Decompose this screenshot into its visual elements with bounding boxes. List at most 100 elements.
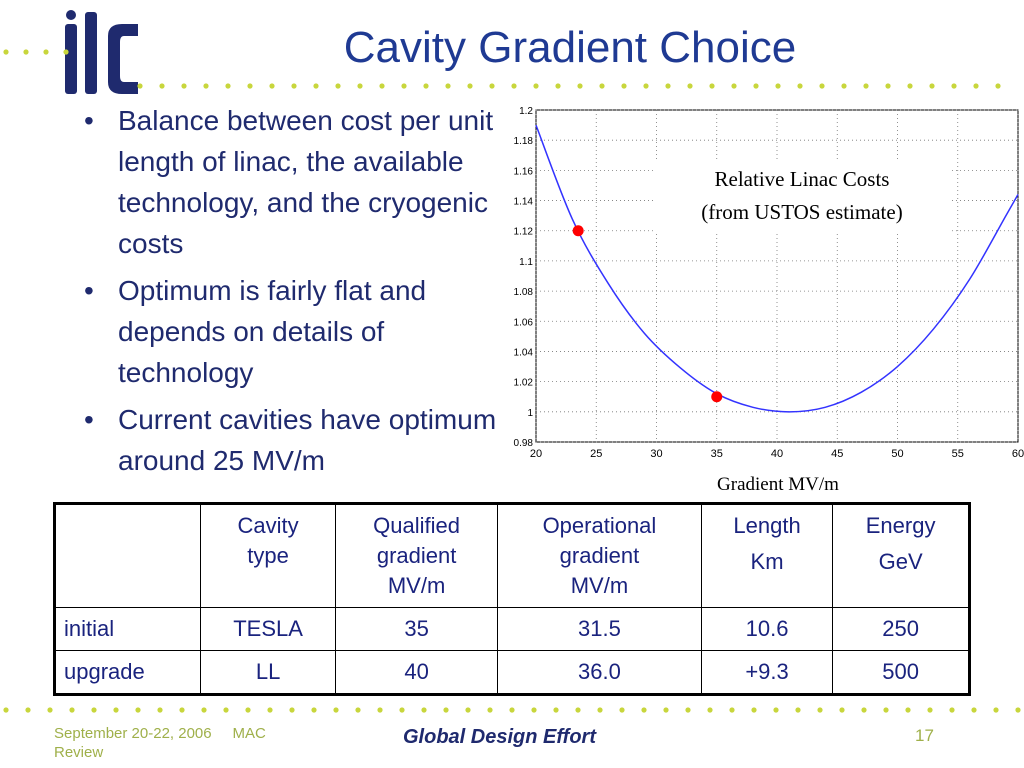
divider-dot xyxy=(47,707,53,713)
highlight-point xyxy=(572,225,584,237)
annotation-box xyxy=(654,160,950,234)
divider-dot xyxy=(445,83,451,89)
divider-dot xyxy=(223,707,229,713)
divider-dot xyxy=(599,83,605,89)
divider-dot xyxy=(69,707,75,713)
divider-dot xyxy=(335,83,341,89)
divider-dot xyxy=(443,707,449,713)
divider-dot xyxy=(531,707,537,713)
x-tick-label: 60 xyxy=(1012,448,1024,460)
divider-dot xyxy=(201,707,207,713)
divider-dot xyxy=(971,707,977,713)
cost-vs-gradient-chart: 0.98 1 1.02 1.04 1.06 1.08 1.1 1.12 1.14 1.16 1.18… xyxy=(514,106,1024,495)
divider-dot xyxy=(885,83,891,89)
divider-dot xyxy=(291,83,297,89)
x-tick-label: 30 xyxy=(650,448,662,460)
divider-dot xyxy=(135,707,141,713)
divider-dot xyxy=(949,707,955,713)
divider-dot xyxy=(3,49,9,55)
divider-dot xyxy=(839,707,845,713)
y-tick-label: 1.18 xyxy=(514,136,534,147)
table-row: initial TESLA 35 31.5 10.6 250 xyxy=(54,607,970,651)
header-cell-length: Length Km xyxy=(700,503,834,608)
divider-dot xyxy=(729,707,735,713)
divider-dot xyxy=(379,83,385,89)
divider-dot xyxy=(577,83,583,89)
y-tick-label: 1.04 xyxy=(514,347,534,358)
bullet-list: Balance between cost per unit length of … xyxy=(78,100,518,487)
divider-dot xyxy=(289,707,295,713)
divider-dot xyxy=(993,707,999,713)
bullet-item: Current cavities have optimum around 25 … xyxy=(78,399,518,481)
divider-dot xyxy=(863,83,869,89)
page-number: 17 xyxy=(915,726,934,745)
divider-dot xyxy=(25,707,31,713)
divider-dot xyxy=(951,83,957,89)
divider-dot xyxy=(555,83,561,89)
table-cell: 250 xyxy=(832,607,970,651)
divider-dot xyxy=(509,707,515,713)
divider-dot xyxy=(773,707,779,713)
divider-dot xyxy=(641,707,647,713)
divider-dot xyxy=(423,83,429,89)
x-tick-label: 55 xyxy=(952,448,964,460)
table-cell: LL xyxy=(199,650,337,695)
divider-dot xyxy=(619,707,625,713)
plot-area xyxy=(535,109,1019,443)
divider-dot xyxy=(621,83,627,89)
cavity-table: Cavity type Qualified gradient MV/m Oper… xyxy=(53,502,971,696)
divider-dot xyxy=(311,707,317,713)
divider-dot xyxy=(267,707,273,713)
header-cell-qualified-gradient: Qualified gradient MV/m xyxy=(335,503,499,608)
divider-dot xyxy=(203,83,209,89)
divider-dot xyxy=(731,83,737,89)
table-row: upgrade LL 40 36.0 +9.3 500 xyxy=(54,650,970,695)
divider-dot xyxy=(817,707,823,713)
divider-dot xyxy=(157,707,163,713)
x-axis-label: Gradient MV/m xyxy=(717,474,839,495)
header-cell-energy: Energy GeV xyxy=(832,503,970,608)
divider-dot xyxy=(489,83,495,89)
divider-dot xyxy=(533,83,539,89)
x-tick-label: 45 xyxy=(831,448,843,460)
y-tick-label: 0.98 xyxy=(514,438,534,449)
divider-dot xyxy=(487,707,493,713)
divider-dot xyxy=(113,707,119,713)
divider-dot xyxy=(685,707,691,713)
divider-dot xyxy=(597,707,603,713)
bottom-dotted-divider xyxy=(3,707,1021,713)
table-cell: upgrade xyxy=(54,650,201,695)
table-cell: 500 xyxy=(832,650,970,695)
divider-dot xyxy=(179,707,185,713)
header-cell-cavity-type: Cavity type xyxy=(199,503,337,608)
y-tick-label: 1.02 xyxy=(514,378,534,389)
divider-dot xyxy=(751,707,757,713)
divider-dot xyxy=(929,83,935,89)
table-cell: TESLA xyxy=(199,607,337,651)
divider-dot xyxy=(43,49,49,55)
y-tick-label: 1.14 xyxy=(514,197,534,208)
divider-dot xyxy=(355,707,361,713)
divider-dot xyxy=(63,49,69,55)
divider-dot xyxy=(797,83,803,89)
header-cell-operational-gradient: Operational gradient MV/m xyxy=(497,503,702,608)
divider-dot xyxy=(467,83,473,89)
divider-dot xyxy=(995,83,1001,89)
y-tick-label: 1.2 xyxy=(519,106,533,117)
divider-dot xyxy=(399,707,405,713)
annotation-line-1: Relative Linac Costs xyxy=(715,167,890,191)
table-cell: 35 xyxy=(335,607,499,651)
divider-dot xyxy=(905,707,911,713)
left-dotted-accent xyxy=(3,49,69,55)
divider-dot xyxy=(159,83,165,89)
divider-dot xyxy=(775,83,781,89)
table-cell: 10.6 xyxy=(700,607,834,651)
divider-dot xyxy=(861,707,867,713)
divider-dot xyxy=(421,707,427,713)
table-cell: initial xyxy=(54,607,201,651)
table-cell: 40 xyxy=(335,650,499,695)
x-tick-label: 25 xyxy=(590,448,602,460)
highlight-point xyxy=(711,391,723,403)
divider-dot xyxy=(23,49,29,55)
footer-org: Global Design Effort xyxy=(403,726,596,748)
